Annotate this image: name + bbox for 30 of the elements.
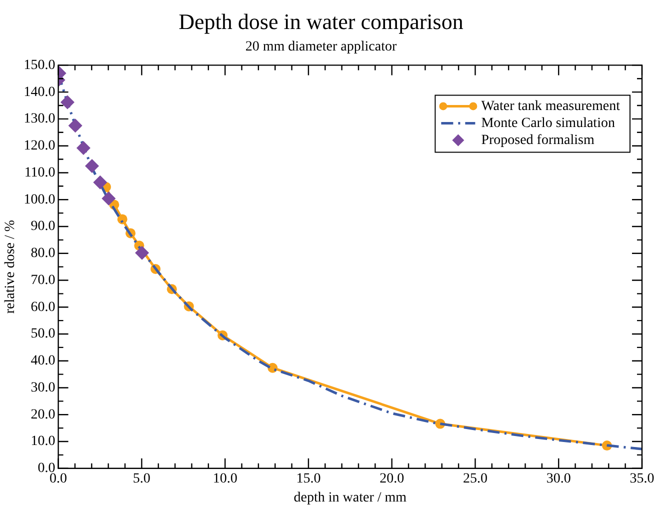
y-tick-label: 60.0 <box>30 300 56 315</box>
y-tick-label: 100.0 <box>24 192 56 208</box>
x-tick-label: 0.0 <box>50 471 68 486</box>
y-tick-label: 50.0 <box>30 326 56 342</box>
y-tick-label: 40.0 <box>30 354 56 369</box>
x-tick-label: 25.0 <box>462 471 488 486</box>
y-tick-label: 120.0 <box>24 138 56 154</box>
y-tick-label: 90.0 <box>30 219 56 234</box>
legend-label: Water tank measurement <box>481 98 620 114</box>
x-tick-label: 15.0 <box>296 471 321 486</box>
x-tick-label: 5.0 <box>132 471 150 486</box>
x-tick-label: 35.0 <box>630 471 654 486</box>
y-tick-label: 70.0 <box>30 272 56 288</box>
chart-title: Depth dose in water comparison <box>178 8 464 34</box>
x-tick-label: 30.0 <box>546 471 571 486</box>
y-tick-label: 20.0 <box>30 407 56 422</box>
x-tick-label: 10.0 <box>212 471 238 486</box>
legend-label: Monte Carlo simulation <box>481 116 615 131</box>
y-tick-label: 10.0 <box>30 434 56 450</box>
y-tick-label: 30.0 <box>30 380 56 396</box>
y-tick-label: 140.0 <box>24 84 56 100</box>
chart-subtitle: 20 mm diameter applicator <box>245 39 397 54</box>
legend-label: Proposed formalism <box>481 132 594 148</box>
y-tick-label: 110.0 <box>24 165 56 180</box>
y-tick-label: 150.0 <box>24 58 56 73</box>
y-tick-label: 130.0 <box>24 112 56 127</box>
x-tick-label: 20.0 <box>380 471 404 486</box>
y-axis-title: relative dose / % <box>3 220 18 314</box>
x-axis-title: depth in water / mm <box>294 490 407 506</box>
y-tick-label: 80.0 <box>30 246 56 262</box>
